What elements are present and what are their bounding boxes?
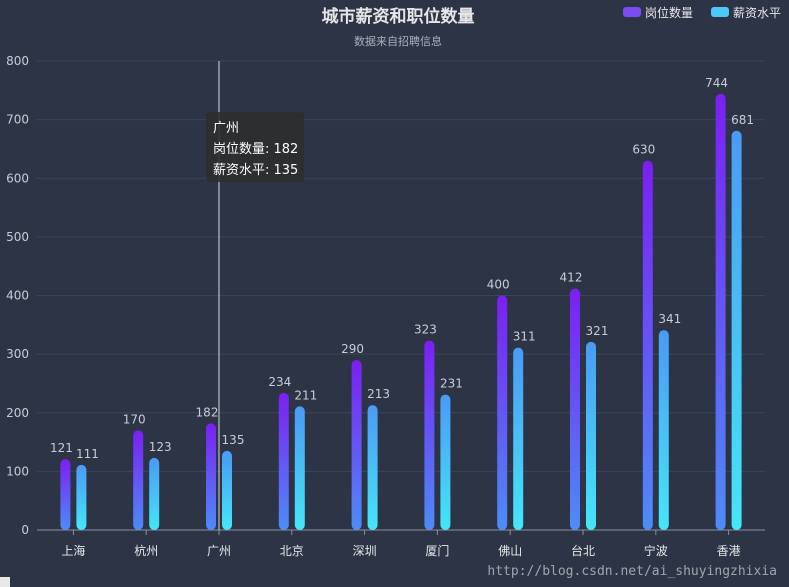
x-tick-label: 上海 [61,543,85,558]
data-label-series-2: 321 [586,324,609,338]
bar-series-2[interactable] [367,405,378,530]
bar-series-1[interactable] [60,459,71,530]
data-label-series-2: 123 [149,440,172,454]
data-label-series-2: 681 [731,113,754,127]
bar-series-1[interactable] [642,160,653,530]
data-label-series-1: 412 [560,270,583,284]
data-label-series-2: 211 [294,388,317,402]
bar-series-1[interactable] [278,392,289,530]
y-tick-label: 500 [6,230,29,244]
data-label-series-2: 231 [440,377,463,391]
y-tick-label: 600 [6,171,29,185]
y-tick-label: 200 [6,406,29,420]
bars [60,93,742,531]
bar-series-1[interactable] [133,430,144,530]
data-label-series-1: 170 [123,412,146,426]
data-labels: 121 170 182 234 290 323 400 412 630 744 111 123 135 2… [50,76,754,461]
legend-swatch-series-1[interactable] [623,7,641,17]
bar-series-2[interactable] [513,347,524,530]
data-label-series-1: 182 [196,405,219,419]
data-label-series-1: 400 [487,278,510,292]
y-tick-label: 100 [6,464,29,478]
bar-series-2[interactable] [658,330,669,530]
x-tick-label: 台北 [571,543,595,558]
data-label-series-1: 121 [50,441,73,455]
bar-series-2[interactable] [222,450,232,530]
bar-series-1[interactable] [424,340,435,530]
y-tick-label: 300 [6,347,29,361]
bar-series-1[interactable] [570,288,580,530]
x-tick-label: 宁波 [644,543,668,558]
x-tick-label: 杭州 [134,543,158,558]
x-tick-label: 广州 [207,544,231,558]
legend-swatch-series-2[interactable] [711,7,729,17]
data-label-series-2: 135 [222,433,245,447]
x-tick-label: 厦门 [425,543,449,558]
data-label-series-1: 323 [414,323,437,337]
x-tick-label: 佛山 [498,544,522,558]
tooltip-category: 广州 [213,121,240,136]
y-tick-label: 800 [6,54,29,68]
bar-series-2[interactable] [76,464,87,530]
x-axis: 上海 杭州 广州 北京 深圳 厦门 佛山 台北 宁波 香港 [37,529,765,558]
data-label-series-2: 341 [658,312,681,326]
bar-series-2[interactable] [731,130,742,531]
y-tick-label: 700 [6,113,29,127]
bar-series-2[interactable] [294,406,305,530]
bar-series-2[interactable] [586,341,596,530]
chart-title: 城市薪资和职位数量 [322,6,475,27]
data-label-series-1: 744 [705,76,728,90]
data-label-series-1: 290 [341,342,364,356]
x-tick-label: 深圳 [353,544,377,558]
tooltip-line-1: 岗位数量: 182 [213,142,299,157]
bar-series-2[interactable] [149,457,160,530]
bar-series-2[interactable] [440,394,451,530]
chart-subtitle: 数据来自招聘信息 [354,34,442,48]
tooltip: 广州 岗位数量: 182 薪资水平: 135 [206,112,304,182]
legend-label-series-2[interactable]: 薪资水平 [733,6,781,20]
y-axis: 0 100 200 300 400 500 600 700 800 [6,54,29,537]
bar-series-1[interactable] [715,93,726,530]
corner-mark [0,577,10,587]
bar-series-1[interactable] [351,359,362,530]
bar-series-1[interactable] [206,423,216,530]
bar-series-1[interactable] [497,295,508,531]
tooltip-line-2: 薪资水平: 135 [213,163,299,178]
data-label-series-2: 213 [367,387,390,401]
watermark: http://blog.csdn.net/ai_shuyingzhixia [487,564,777,579]
legend-label-series-1[interactable]: 岗位数量 [645,5,693,20]
x-tick-label: 北京 [280,544,304,558]
data-label-series-1: 234 [268,375,291,389]
data-label-series-2: 111 [76,447,99,461]
data-label-series-2: 311 [513,330,536,344]
data-label-series-1: 630 [632,143,655,157]
legend[interactable]: 岗位数量 薪资水平 [623,5,781,20]
y-tick-label: 400 [6,289,29,303]
x-tick-label: 香港 [717,544,741,558]
grid [37,60,765,472]
y-tick-label: 0 [21,523,29,537]
